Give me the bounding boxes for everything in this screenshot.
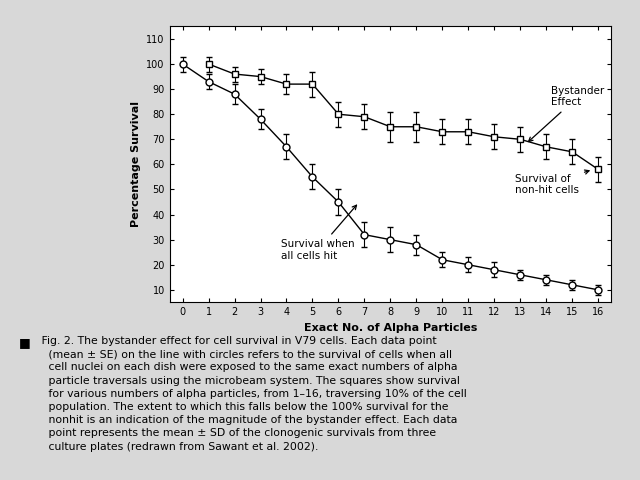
Text: Bystander
Effect: Bystander Effect — [529, 86, 605, 142]
X-axis label: Exact No. of Alpha Particles: Exact No. of Alpha Particles — [304, 323, 477, 333]
Y-axis label: Percentage Survival: Percentage Survival — [131, 101, 141, 228]
Text: Fig. 2. The bystander effect for cell survival in V79 cells. Each data point
   : Fig. 2. The bystander effect for cell su… — [38, 336, 467, 452]
Text: ■: ■ — [19, 336, 31, 349]
Text: Survival of
non-hit cells: Survival of non-hit cells — [515, 170, 589, 195]
Text: Survival when
all cells hit: Survival when all cells hit — [282, 205, 356, 261]
